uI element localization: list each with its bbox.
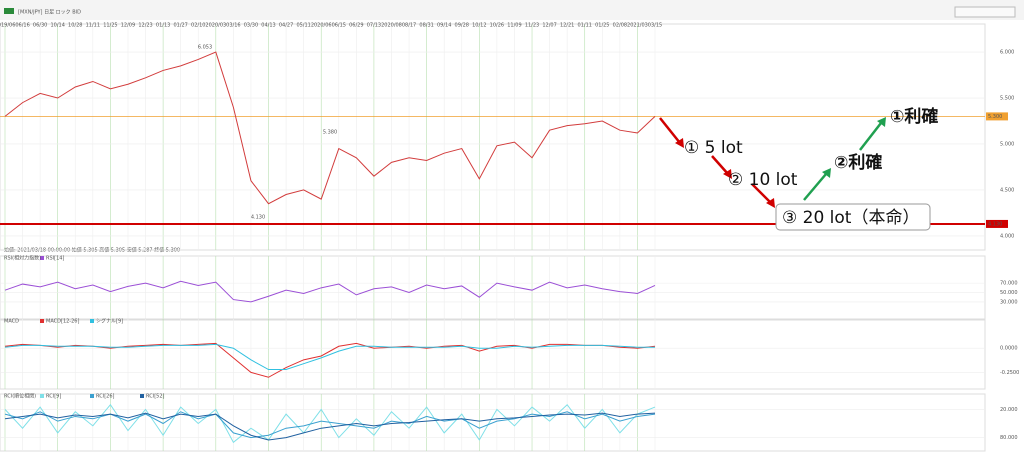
toolbar-title: [MXN/JPY] 日足 ロック BID — [18, 10, 81, 16]
panel-title: RSI(相対力指数) — [4, 255, 41, 262]
x-tick-label: 2021/03 — [627, 23, 648, 29]
x-tick-label: 05/11 — [296, 23, 310, 29]
x-tick-label: 01/11 — [578, 23, 592, 29]
legend-swatch — [40, 394, 44, 398]
x-tick-label: 06/16 — [15, 23, 29, 29]
x-tick-label: 03/30 — [244, 23, 258, 29]
x-tick-label: 10/14 — [50, 23, 64, 29]
x-tick-label: 03/15 — [648, 23, 662, 29]
legend-label: RSI[14] — [46, 256, 64, 262]
y-tick-label: 0.0000 — [1000, 346, 1018, 352]
x-tick-label: 12/07 — [542, 23, 556, 29]
legend-swatch — [90, 319, 94, 323]
x-tick-label: 08/17 — [402, 23, 416, 29]
y-tick-label: 4.500 — [1000, 187, 1014, 193]
panel-frame — [0, 393, 986, 452]
x-tick-label: 06/30 — [33, 23, 47, 29]
x-tick-label: 12/23 — [138, 23, 152, 29]
y-tick-label: 50.000 — [1000, 290, 1018, 296]
legend-swatch — [140, 394, 144, 398]
y-tick-label: 5.000 — [1000, 141, 1014, 147]
series-line — [4, 51, 656, 205]
x-tick-label: 11/25 — [103, 23, 117, 29]
panel-frame — [0, 23, 986, 251]
x-tick-label: 10/12 — [472, 23, 486, 29]
price-label: 4.130 — [251, 215, 265, 221]
tool-icons[interactable] — [954, 6, 1016, 18]
x-tick-label: 2020/06 — [311, 23, 332, 29]
y-tick-label: 70.000 — [1000, 281, 1018, 287]
legend-label: RCI[26] — [96, 394, 115, 400]
y-tick-label: 4.000 — [1000, 233, 1014, 239]
annotation: ①利確 — [890, 106, 938, 127]
price-label: 6.053 — [198, 45, 212, 51]
reference-label-bg — [986, 219, 1008, 228]
legend-label: RCI[52] — [146, 394, 165, 400]
y-tick-label: 20.000 — [1000, 407, 1018, 413]
reference-label: 4.130 — [988, 221, 1002, 227]
x-tick-label: 01/27 — [173, 23, 187, 29]
toolbar — [0, 0, 1024, 20]
callout-box — [775, 203, 931, 231]
series-line — [4, 403, 656, 444]
x-tick-label: 03/16 — [226, 23, 240, 29]
x-tick-label: 10/26 — [490, 23, 504, 29]
x-tick-label: 2019/06 — [0, 23, 15, 29]
x-tick-label: 12/21 — [560, 23, 574, 29]
legend-label: RCI[9] — [46, 394, 61, 400]
x-tick-label: 02/08 — [613, 23, 627, 29]
y-tick-label: 30.000 — [1000, 299, 1018, 305]
x-tick-label: 04/13 — [261, 23, 275, 29]
x-tick-label: 06/15 — [332, 23, 346, 29]
flag — [4, 8, 14, 14]
series-line — [4, 342, 656, 378]
annotation: ① 5 lot — [684, 138, 743, 158]
x-tick-label: 09/28 — [455, 23, 469, 29]
x-tick-label: 11/23 — [525, 23, 539, 29]
x-tick-label: 2020/08 — [381, 23, 402, 29]
series-line — [4, 343, 655, 371]
panel-title: MACD — [4, 319, 19, 325]
legend-label: シグナル[9] — [96, 318, 123, 325]
y-tick-label: 80.000 — [1000, 435, 1018, 441]
y-tick-label: 6.000 — [1000, 50, 1014, 56]
x-tick-label: 10/28 — [68, 23, 82, 29]
panel-frame — [0, 255, 986, 321]
panel-title: RCI(順位相関) — [4, 393, 36, 400]
x-tick-label: 11/09 — [507, 23, 521, 29]
x-tick-label: 12/09 — [121, 23, 135, 29]
annotation: ②利確 — [834, 152, 882, 173]
reference-label: 5.300 — [988, 114, 1002, 120]
series-line — [4, 412, 656, 441]
y-tick-label: 5.500 — [1000, 96, 1014, 102]
x-tick-label: 08/31 — [419, 23, 433, 29]
x-tick-label: 02/10 — [191, 23, 205, 29]
legend-swatch — [40, 319, 44, 323]
y-tick-label: -0.2500 — [1000, 370, 1019, 376]
x-tick-label: 01/25 — [595, 23, 609, 29]
tools[interactable] — [954, 6, 1016, 18]
x-tick-label: 04/27 — [279, 23, 293, 29]
x-tick-label: 07/13 — [367, 23, 381, 29]
x-tick-label: 09/14 — [437, 23, 451, 29]
legend-swatch — [40, 256, 44, 260]
price-label: 5.380 — [323, 130, 337, 136]
series-line — [4, 280, 656, 303]
reference-label-bg — [986, 112, 1008, 121]
series-line — [4, 411, 656, 439]
panel-frame — [0, 318, 986, 390]
annotation: ② 10 lot — [728, 170, 798, 190]
legend-swatch — [90, 394, 94, 398]
x-tick-label: 11/11 — [86, 23, 100, 29]
x-tick-label: 01/13 — [156, 23, 170, 29]
annotation: ③ 20 lot（本命） — [782, 208, 919, 228]
legend-label: MACD[12-26] — [46, 319, 79, 325]
x-tick-label: 2020/03 — [205, 23, 226, 29]
arrows — [659, 117, 886, 208]
x-tick-label: 06/29 — [349, 23, 363, 29]
